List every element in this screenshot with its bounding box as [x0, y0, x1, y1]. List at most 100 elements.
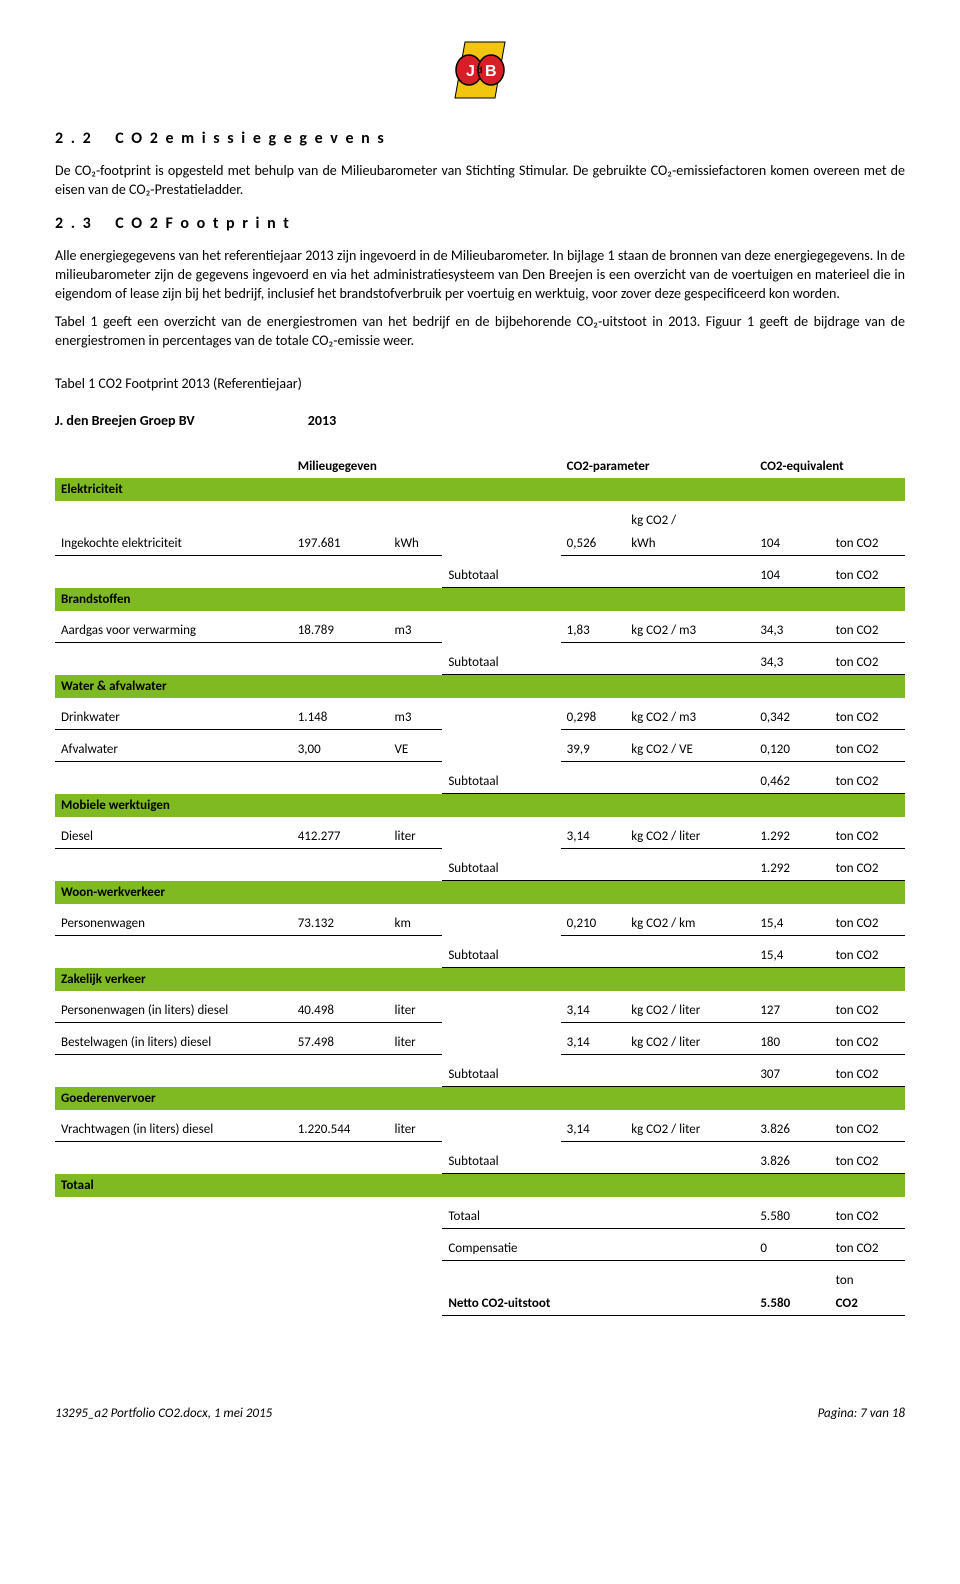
row-unit: km	[389, 912, 443, 936]
section-name: Brandstoffen	[55, 588, 905, 612]
subtotal-row: Subtotaal34,3ton CO2	[55, 651, 905, 675]
row-factor-unit: kg CO2 / liter	[625, 1031, 754, 1055]
row-factor-unit: kWh	[625, 532, 754, 556]
subtotal-row: Subtotaal104ton CO2	[55, 564, 905, 588]
row-value: 1.220.544	[292, 1118, 389, 1142]
row-unit: liter	[389, 1031, 443, 1055]
compensatie-label: Compensatie	[442, 1237, 560, 1261]
row-co2-unit: ton CO2	[830, 1031, 905, 1055]
row-co2: 1.292	[754, 825, 829, 849]
compensatie-unit: ton CO2	[830, 1237, 905, 1261]
section-name: Totaal	[55, 1174, 905, 1198]
row-co2: 0,120	[754, 738, 829, 762]
row-co2-unit: ton CO2	[830, 999, 905, 1023]
row-label: Ingekochte elektriciteit	[55, 532, 292, 556]
subtotal-row: Subtotaal 15,4ton CO2	[55, 944, 905, 968]
row-factor: 0,526	[561, 532, 626, 556]
row-co2-unit: ton CO2	[830, 912, 905, 936]
row-co2: 34,3	[754, 619, 829, 643]
netto-label: Netto CO2-uitstoot	[442, 1292, 560, 1316]
subtotal-label: Subtotaal	[442, 857, 560, 881]
logo-icon: J B d	[445, 40, 515, 100]
total-row: Totaal5.580ton CO2	[55, 1205, 905, 1229]
row-co2: 15,4	[754, 912, 829, 936]
col-milieu: Milieugegeven	[292, 455, 443, 478]
subtotal-label: Subtotaal	[442, 1063, 560, 1087]
subtotal-co2: 15,4	[754, 944, 829, 968]
row-label: Drinkwater	[55, 706, 292, 730]
subtotal-unit: ton CO2	[830, 1150, 905, 1174]
section-name: Zakelijk verkeer	[55, 968, 905, 992]
section-name: Mobiele werktuigen	[55, 794, 905, 818]
section-header: Water & afvalwater	[55, 675, 905, 699]
row-factor-unit: kg CO2 / km	[625, 912, 754, 936]
row-factor: 3,14	[561, 825, 626, 849]
row-co2-unit: ton CO2	[830, 706, 905, 730]
table-row: Personenwagen (in liters) diesel40.498li…	[55, 999, 905, 1023]
row-co2-unit: ton CO2	[830, 738, 905, 762]
table-row: Personenwagen73.132km0,210kg CO2 / km15,…	[55, 912, 905, 936]
row-unit: liter	[389, 825, 443, 849]
footprint-table: MilieugegevenCO2-parameterCO2-equivalent…	[55, 455, 905, 1316]
netto-co2: 5.580	[754, 1292, 829, 1316]
netto-row: Netto CO2-uitstoot5.580CO2	[55, 1292, 905, 1316]
row-label: Afvalwater	[55, 738, 292, 762]
row-factor: 1,83	[561, 619, 626, 643]
subtotal-row: Subtotaal 3.826ton CO2	[55, 1150, 905, 1174]
svg-text:d: d	[477, 65, 483, 75]
company-name: J. den Breejen Groep BV	[55, 412, 195, 429]
row-value: 57.498	[292, 1031, 389, 1055]
row-co2: 180	[754, 1031, 829, 1055]
section-title: C O 2 e m i s s i e g e g e v e n s	[115, 129, 386, 148]
row-label: Vrachtwagen (in liters) diesel	[55, 1118, 292, 1142]
row-value: 412.277	[292, 825, 389, 849]
subtotal-unit: ton CO2	[830, 944, 905, 968]
subtotal-co2: 1.292	[754, 857, 829, 881]
section-number: 2 . 2	[55, 129, 93, 148]
subtotal-unit: ton CO2	[830, 651, 905, 675]
section-title: C O 2 F o o t p r i n t	[115, 214, 291, 233]
section-2-3-p1: Alle energiegegevens van het referentiej…	[55, 247, 905, 304]
row-co2: 104	[754, 532, 829, 556]
netto-row-top: ton	[55, 1269, 905, 1292]
row-value: 197.681	[292, 532, 389, 556]
row-value: 40.498	[292, 999, 389, 1023]
subtotal-label: Subtotaal	[442, 944, 560, 968]
row-label: Personenwagen	[55, 912, 292, 936]
subtotal-label: Subtotaal	[442, 1150, 560, 1174]
section-2-3-p2: Tabel 1 geeft een overzicht van de energ…	[55, 313, 905, 351]
row-label: Bestelwagen (in liters) diesel	[55, 1031, 292, 1055]
row-unit: VE	[389, 738, 443, 762]
subtotal-co2: 0,462	[754, 770, 829, 794]
section-name: Water & afvalwater	[55, 675, 905, 699]
subtotal-unit: ton CO2	[830, 770, 905, 794]
page-footer: 13295_a2 Portfolio CO2.docx, 1 mei 2015 …	[55, 1406, 905, 1421]
row-co2-unit: ton CO2	[830, 1118, 905, 1142]
section-name: Woon-werkverkeer	[55, 881, 905, 905]
row-factor: 3,14	[561, 1031, 626, 1055]
section-header: Woon-werkverkeer	[55, 881, 905, 905]
subtotal-unit: ton CO2	[830, 857, 905, 881]
row-value: 18.789	[292, 619, 389, 643]
row-co2-unit: ton CO2	[830, 825, 905, 849]
col-param: CO2-parameter	[561, 455, 755, 478]
table-title: Tabel 1 CO2 Footprint 2013 (Referentieja…	[55, 375, 905, 392]
row-factor: 0,298	[561, 706, 626, 730]
row-factor: 3,14	[561, 1118, 626, 1142]
section-header: Elektriciteit	[55, 478, 905, 501]
row-value: 73.132	[292, 912, 389, 936]
svg-text:B: B	[485, 63, 497, 80]
subtotal-label: Subtotaal	[442, 770, 560, 794]
row-label: Personenwagen (in liters) diesel	[55, 999, 292, 1023]
subtotal-co2: 34,3	[754, 651, 829, 675]
section-header: Brandstoffen	[55, 588, 905, 612]
row-unit: liter	[389, 1118, 443, 1142]
logo: J B d	[55, 40, 905, 104]
section-2-2-heading: 2 . 2 C O 2 e m i s s i e g e g e v e n …	[55, 129, 905, 148]
table-header-row: MilieugegevenCO2-parameterCO2-equivalent	[55, 455, 905, 478]
row-co2: 3.826	[754, 1118, 829, 1142]
row-factor-unit: kg CO2 / VE	[625, 738, 754, 762]
subtotal-co2: 3.826	[754, 1150, 829, 1174]
section-header: Zakelijk verkeer	[55, 968, 905, 992]
row-co2: 0,342	[754, 706, 829, 730]
